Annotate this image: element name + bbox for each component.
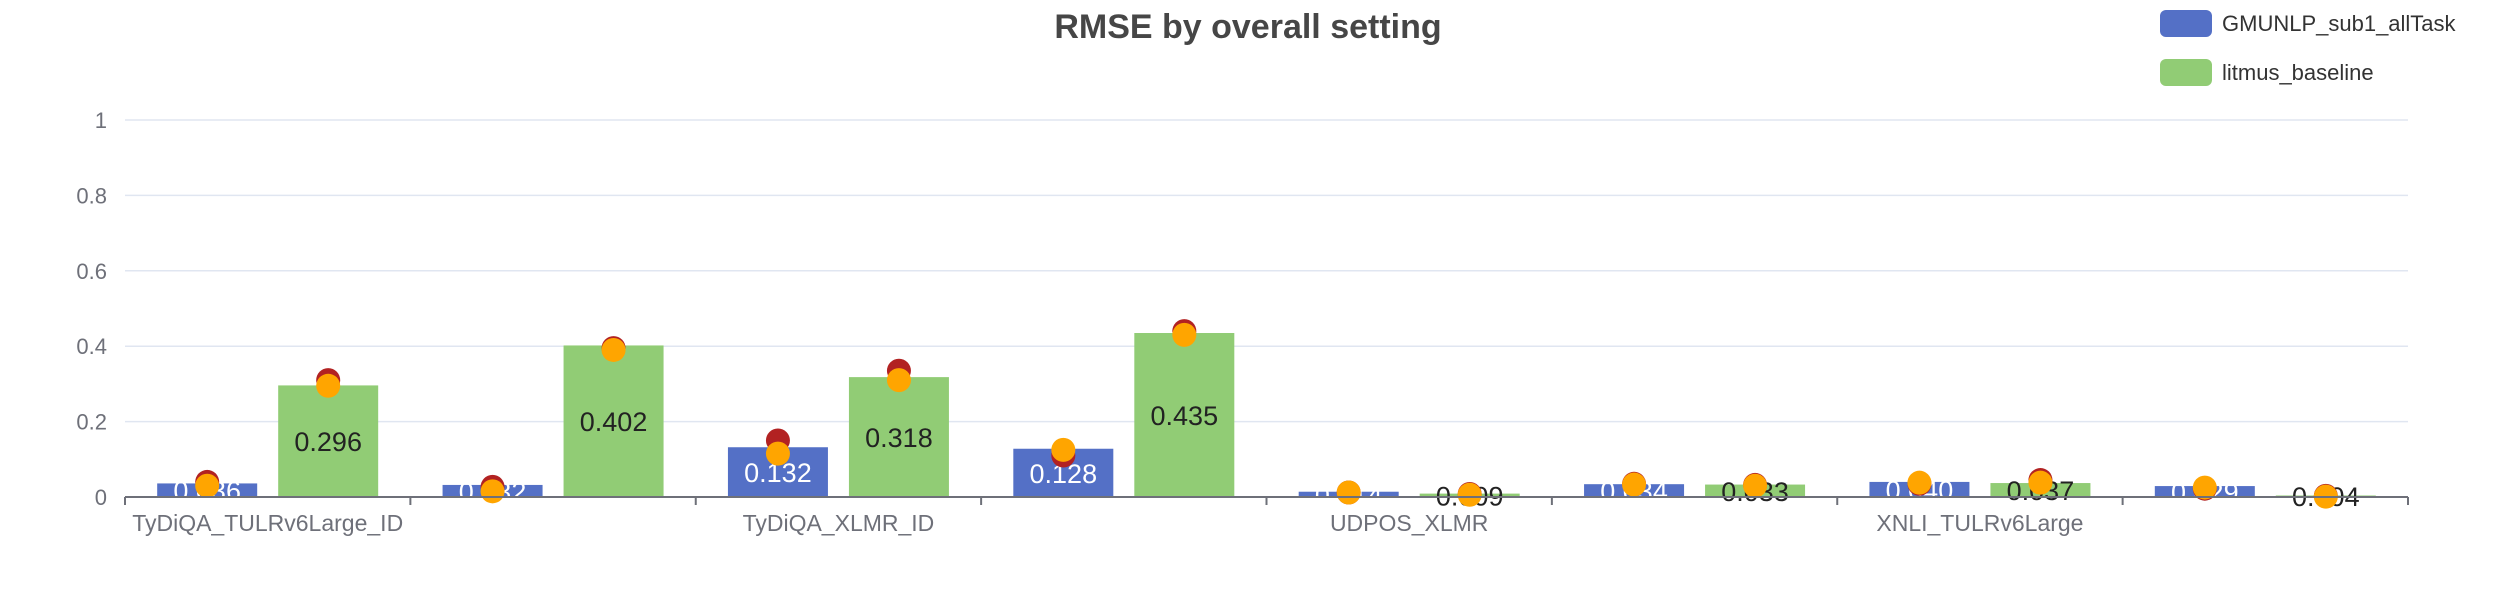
legend: GMUNLP_sub1_allTask litmus_baseline [2160, 10, 2457, 86]
markers [195, 319, 2338, 509]
marker-light [601, 337, 626, 362]
bar-value-label: 0.435 [1151, 401, 1219, 431]
y-tick-label: 0.2 [76, 410, 107, 435]
marker-light [195, 473, 220, 498]
bar-value-label: 0.318 [865, 423, 933, 453]
marker-light [2028, 470, 2053, 495]
y-tick-label: 0.8 [76, 183, 107, 208]
y-axis-ticks: 0 0.2 0.4 0.6 0.8 1 [76, 108, 107, 510]
grid-lines [125, 119, 2408, 423]
bar-litmus_baseline [1134, 333, 1235, 497]
y-tick-label: 0 [95, 485, 107, 510]
marker-light [1743, 473, 1768, 498]
chart-title: RMSE by overall setting [1054, 8, 1441, 46]
legend-swatch-litmus_baseline [2160, 59, 2212, 86]
legend-swatch-GMUNLP_sub1_allTask [2160, 10, 2212, 37]
marker-light [765, 441, 790, 466]
bar-litmus_baseline [278, 385, 379, 497]
marker-light [1172, 322, 1197, 347]
bar-value-label: 0.402 [580, 407, 648, 437]
legend-label: GMUNLP_sub1_allTask [2222, 11, 2457, 36]
legend-label: litmus_baseline [2222, 60, 2374, 85]
marker-light [1907, 470, 1932, 495]
y-tick-label: 0.6 [76, 259, 107, 284]
marker-light [480, 479, 505, 504]
marker-light [316, 373, 341, 398]
marker-light [2192, 475, 2217, 500]
y-tick-label: 0.4 [76, 334, 107, 359]
bar-value-label: 0.296 [294, 427, 362, 457]
x-category-label: XNLI_TULRv6Large [1876, 510, 2083, 536]
x-category-label: TyDiQA_TULRv6Large_ID [132, 510, 403, 536]
bar-litmus_baseline [848, 377, 949, 497]
marker-light [1457, 482, 1482, 507]
bar-litmus_baseline [563, 345, 664, 497]
x-axis: TyDiQA_TULRv6Large_ID TyDiQA_XLMR_ID UDPOS… [124, 496, 2409, 536]
y-tick-label: 1 [95, 108, 107, 133]
marker-light [886, 368, 911, 393]
marker-light [1051, 437, 1076, 462]
marker-light [1622, 472, 1647, 497]
x-category-label: TyDiQA_XLMR_ID [743, 510, 935, 536]
x-category-label: UDPOS_XLMR [1330, 510, 1488, 536]
marker-light [1336, 480, 1361, 505]
